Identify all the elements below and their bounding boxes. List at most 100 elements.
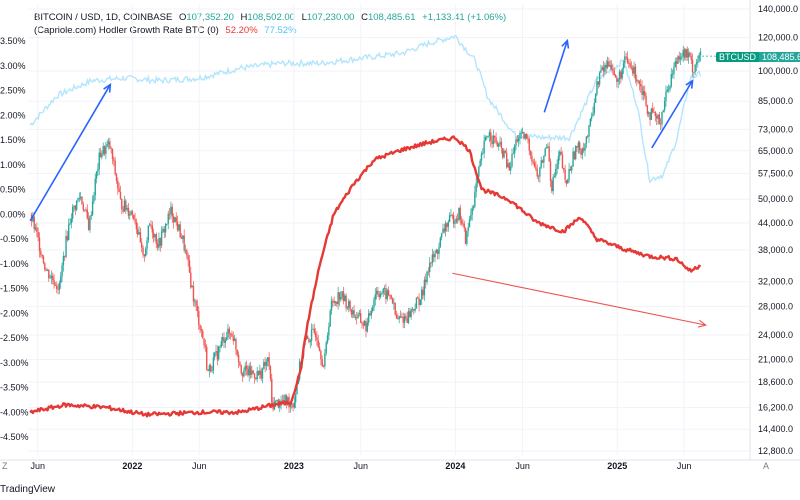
left-axis-tick: 2.00% bbox=[0, 110, 26, 120]
candle-body bbox=[227, 328, 229, 338]
candle-body bbox=[674, 61, 676, 68]
candle bbox=[134, 212, 136, 225]
candle-body bbox=[236, 349, 238, 355]
candle-body bbox=[642, 91, 645, 95]
candle-body bbox=[479, 160, 481, 167]
candle-body bbox=[500, 141, 503, 149]
candle bbox=[434, 249, 436, 263]
chart-legend-symbol: BITCOIN / USD, 1D, COINBASE O107,352.20 … bbox=[34, 12, 506, 23]
candle bbox=[214, 352, 216, 361]
candle-body bbox=[363, 321, 366, 326]
candle-body bbox=[144, 248, 147, 257]
candle bbox=[360, 309, 362, 324]
candle bbox=[524, 133, 526, 141]
right-axis-tick: 44,000.0 bbox=[758, 218, 793, 228]
candle-body bbox=[287, 397, 289, 404]
candle-body bbox=[294, 394, 297, 403]
candle bbox=[353, 305, 355, 319]
candle-body bbox=[467, 227, 469, 231]
candle-body bbox=[661, 111, 663, 125]
candle-body bbox=[403, 316, 406, 323]
candle-body bbox=[99, 152, 102, 158]
candle-body bbox=[406, 318, 408, 324]
candle bbox=[435, 248, 438, 254]
candle-body bbox=[192, 285, 195, 302]
candle bbox=[247, 364, 249, 377]
candle bbox=[317, 334, 319, 349]
candle-body bbox=[111, 148, 114, 160]
candle-body bbox=[614, 75, 617, 78]
candle bbox=[448, 212, 451, 223]
candle bbox=[565, 179, 568, 187]
candle bbox=[665, 85, 667, 107]
candle bbox=[198, 306, 200, 331]
candle-body bbox=[553, 175, 556, 178]
candle-body bbox=[572, 151, 574, 167]
candle-body bbox=[125, 200, 127, 210]
candle bbox=[621, 67, 623, 81]
candle-body bbox=[332, 300, 334, 302]
candle-body bbox=[150, 224, 152, 226]
candle bbox=[257, 370, 260, 376]
tradingview-brand[interactable]: TradingView bbox=[0, 484, 56, 495]
candle-body bbox=[601, 67, 603, 71]
candle bbox=[66, 230, 69, 242]
candle-body bbox=[516, 139, 519, 142]
candle bbox=[695, 59, 698, 72]
candle-body bbox=[217, 346, 220, 360]
candle bbox=[467, 222, 469, 237]
candle bbox=[556, 159, 558, 175]
candle bbox=[544, 147, 546, 157]
candle bbox=[407, 307, 410, 324]
candle-body bbox=[202, 331, 204, 339]
candle bbox=[511, 148, 513, 168]
candle-body bbox=[68, 224, 70, 240]
candle bbox=[159, 237, 161, 252]
candle bbox=[174, 216, 176, 223]
candle-body bbox=[317, 339, 319, 348]
candle-body bbox=[164, 223, 167, 233]
candle bbox=[561, 151, 564, 169]
close-label: C bbox=[361, 12, 368, 23]
candle bbox=[265, 358, 268, 371]
candle bbox=[294, 393, 297, 409]
candle-body bbox=[429, 262, 431, 272]
candle bbox=[519, 130, 521, 145]
candle-body bbox=[366, 322, 369, 332]
candle-body bbox=[98, 152, 100, 170]
candle bbox=[540, 156, 542, 169]
candle bbox=[260, 367, 262, 381]
candle bbox=[624, 50, 626, 68]
right-axis-tick: 38,000.0 bbox=[758, 245, 793, 255]
right-axis-tick: 120,000.0 bbox=[758, 32, 798, 42]
candle bbox=[515, 136, 517, 151]
candle-body bbox=[139, 232, 142, 243]
candle-body bbox=[382, 288, 384, 294]
candle bbox=[143, 253, 146, 262]
candle bbox=[689, 51, 691, 58]
chart-legend-indicator[interactable]: (Capriole.com) Hodler Growth Rate BTC (0… bbox=[34, 25, 297, 36]
candle-body bbox=[133, 214, 135, 219]
candle bbox=[255, 377, 257, 381]
candle-body bbox=[46, 269, 49, 271]
candle-body bbox=[216, 350, 219, 360]
candle-body bbox=[251, 370, 253, 375]
candle-body bbox=[178, 224, 180, 231]
candle bbox=[245, 360, 248, 376]
candle-body bbox=[532, 161, 534, 163]
candle-body bbox=[137, 229, 139, 235]
candle-body bbox=[539, 167, 541, 177]
candle bbox=[677, 55, 679, 64]
candle-body bbox=[370, 310, 373, 316]
candle bbox=[293, 396, 296, 409]
candle bbox=[325, 340, 327, 356]
right-axis-tick: 16,200.0 bbox=[758, 402, 793, 412]
candle-body bbox=[57, 288, 59, 290]
candle-body bbox=[75, 200, 78, 210]
candle-body bbox=[158, 238, 160, 248]
candle bbox=[393, 298, 395, 310]
candle bbox=[486, 135, 488, 140]
candle bbox=[605, 59, 607, 74]
candle bbox=[499, 136, 501, 147]
